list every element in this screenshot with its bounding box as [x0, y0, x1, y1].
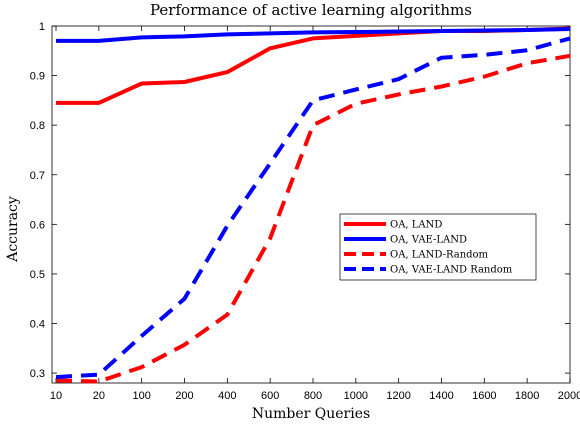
y-tick-label: 0.9	[30, 71, 45, 83]
chart-title: Performance of active learning algorithm…	[150, 1, 472, 19]
y-tick-label: 1	[39, 21, 45, 33]
x-tick-label: 200	[175, 390, 193, 402]
x-tick-label: 400	[218, 390, 236, 402]
x-tick-label: 2000	[558, 390, 580, 402]
legend-label-2: OA, LAND-Random	[390, 250, 489, 261]
x-tick-label: 1000	[344, 390, 368, 402]
x-tick-label: 100	[132, 390, 150, 402]
y-axis-label: Accuracy	[5, 196, 21, 263]
x-axis-label: Number Queries	[252, 406, 370, 422]
legend-label-0: OA, LAND	[390, 220, 442, 231]
y-tick-label: 0.8	[30, 120, 45, 132]
series-line-1	[56, 27, 571, 43]
legend-label-3: OA, VAE-LAND Random	[390, 265, 513, 276]
series-layer	[55, 26, 571, 384]
y-tick-label: 0.4	[30, 319, 45, 331]
y-tick-label: 0.3	[30, 368, 45, 380]
axis-ticks: 10 20 100 200 400 600 800 1000 1200 1400 1600 1800 2…	[30, 21, 580, 402]
plot-area-frame	[51, 25, 571, 384]
legend-label-1: OA, VAE-LAND	[390, 235, 467, 246]
x-tick-label: 1200	[386, 390, 410, 402]
x-tick-label: 20	[93, 390, 105, 402]
x-tick-label: 10	[50, 390, 62, 402]
series-line-3	[55, 36, 571, 380]
y-tick-label: 0.6	[30, 219, 45, 231]
x-tick-label: 600	[261, 390, 279, 402]
x-tick-label: 800	[304, 390, 322, 402]
series-line-2	[55, 53, 571, 384]
legend: OA, LAND OA, VAE-LAND OA, LAND-Random OA, V…	[339, 213, 537, 281]
y-tick-label: 0.7	[30, 170, 45, 182]
x-tick-label: 1800	[515, 390, 539, 402]
x-tick-label: 1400	[429, 390, 453, 402]
x-tick-label: 1600	[472, 390, 496, 402]
y-tick-label: 0.5	[30, 269, 45, 281]
